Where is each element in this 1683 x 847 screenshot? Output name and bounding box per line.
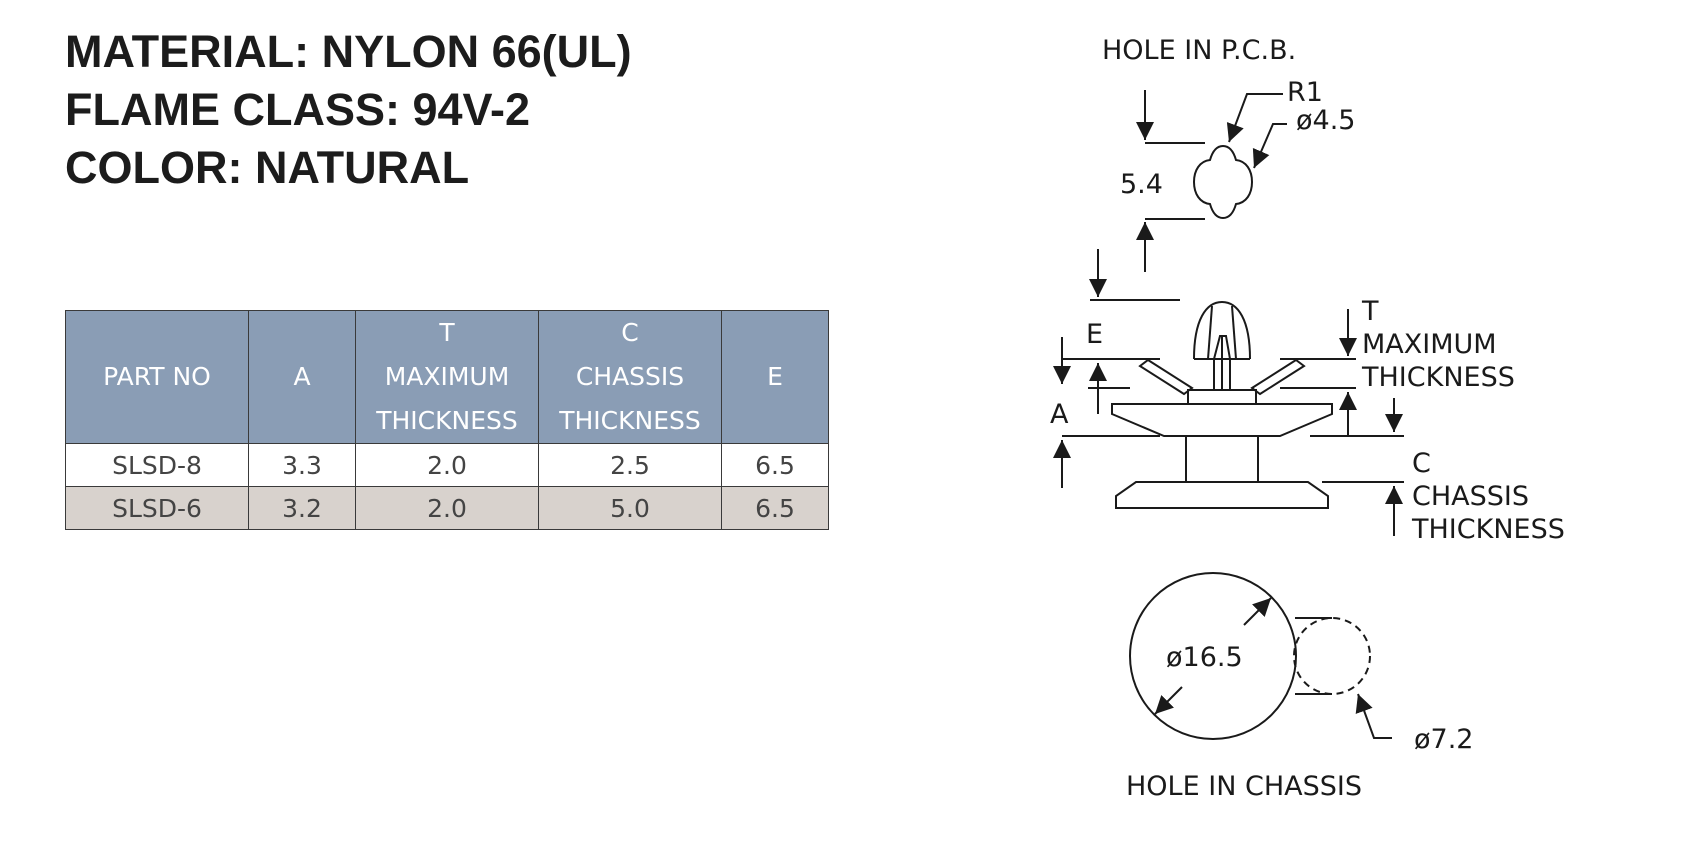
chassis-hole-title: HOLE IN CHASSIS — [1126, 771, 1362, 802]
dimension-t-maximum: MAXIMUM — [1362, 329, 1497, 360]
pcb-hole-height-label: 5.4 — [1120, 169, 1163, 200]
pcb-hole-diameter-label: ø4.5 — [1296, 105, 1355, 136]
base-flange — [1115, 481, 1329, 509]
header-t-letter: T — [439, 318, 455, 347]
cell-part-no: SLSD-6 — [65, 486, 249, 530]
tab-hole-circle — [1293, 617, 1371, 695]
header-c-chassis: CHASSIS — [575, 362, 685, 391]
header-c-letter: C — [621, 318, 639, 347]
cell-c: 2.5 — [538, 443, 722, 487]
dimension-a-label: A — [1050, 399, 1069, 430]
cell-a: 3.2 — [248, 486, 356, 530]
cell-e: 6.5 — [721, 486, 829, 530]
header-c-thickness: THICKNESS — [559, 406, 701, 435]
wing-left — [1138, 358, 1194, 396]
dimension-t-thickness: THICKNESS — [1361, 362, 1515, 393]
wing-right — [1250, 358, 1306, 396]
table-row: SLSD-8 3.3 2.0 2.5 6.5 — [65, 443, 829, 487]
pcb-hole-outline — [1192, 144, 1254, 220]
side-view — [1053, 249, 1404, 536]
chassis-hole-view — [1129, 572, 1392, 740]
cell-a: 3.3 — [248, 443, 356, 487]
chassis-hole-circle — [1129, 572, 1297, 740]
cell-t: 2.0 — [355, 443, 539, 487]
parts-table: PART NO A T MAXIMUM THICKNESS C CHASSIS … — [65, 310, 829, 530]
header-c: C CHASSIS THICKNESS — [538, 310, 722, 444]
collar — [1187, 389, 1257, 405]
upper-flange — [1111, 403, 1333, 437]
chassis-hole-diameter-label: ø16.5 — [1166, 642, 1243, 673]
pcb-hole-view — [1136, 90, 1287, 272]
tab-hole-diameter-label: ø7.2 — [1414, 724, 1473, 755]
header-t-maximum: MAXIMUM — [384, 362, 510, 391]
table-header-row: PART NO A T MAXIMUM THICKNESS C CHASSIS … — [65, 310, 829, 444]
dimension-c-label: C — [1412, 448, 1431, 479]
flame-class-spec: FLAME CLASS: 94V-2 — [65, 84, 531, 135]
header-t: T MAXIMUM THICKNESS — [355, 310, 539, 444]
cell-t: 2.0 — [355, 486, 539, 530]
r1-label: R1 — [1287, 77, 1323, 108]
clip-head — [1193, 300, 1251, 360]
dimension-e-label: E — [1086, 319, 1103, 350]
color-spec: COLOR: NATURAL — [65, 142, 470, 193]
table-row: SLSD-6 3.2 2.0 5.0 6.5 — [65, 486, 829, 530]
pcb-hole-title: HOLE IN P.C.B. — [1102, 35, 1296, 66]
dimension-c-thickness: THICKNESS — [1411, 514, 1565, 545]
header-t-thickness: THICKNESS — [376, 406, 518, 435]
material-spec: MATERIAL: NYLON 66(UL) — [65, 26, 632, 77]
dimension-c-chassis: CHASSIS — [1412, 481, 1529, 512]
header-e: E — [721, 310, 829, 444]
dimension-t-label: T — [1361, 296, 1379, 327]
